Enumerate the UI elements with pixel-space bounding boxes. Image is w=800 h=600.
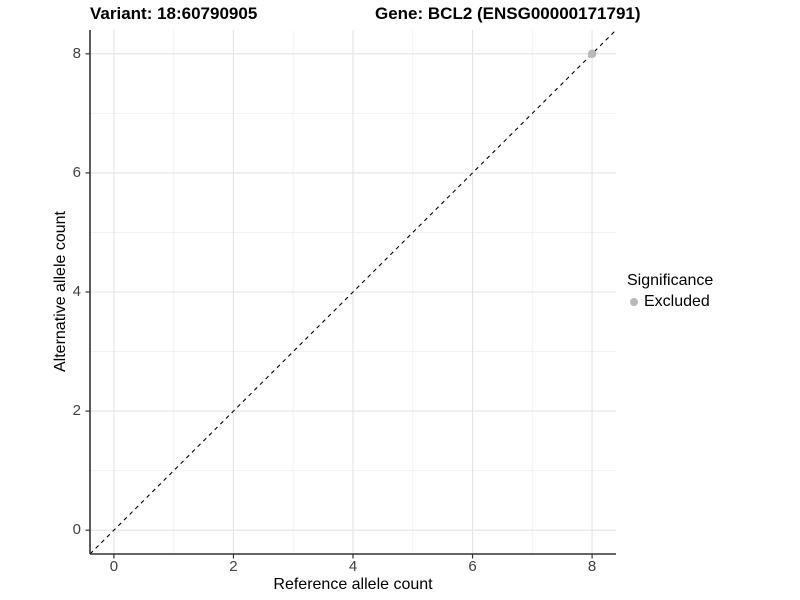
legend: Significance Excluded — [627, 271, 713, 311]
plot-title-gene: Gene: BCL2 (ENSG00000171791) — [375, 4, 641, 23]
x-tick-label: 2 — [229, 558, 238, 575]
legend-title: Significance — [627, 272, 714, 289]
y-tick-label: 2 — [72, 402, 81, 420]
identity-line — [89, 29, 617, 555]
legend-item-label: Excluded — [644, 293, 710, 310]
x-tick-label: 6 — [468, 558, 477, 575]
x-tick-label: 8 — [587, 558, 597, 575]
plot-canvas — [85, 29, 617, 559]
x-axis-title: Reference allele count — [273, 576, 433, 593]
x-tick-label: 4 — [348, 558, 358, 575]
x-tick-label: 0 — [109, 558, 119, 575]
y-tick-label: 0 — [72, 521, 81, 539]
y-tick-label: 6 — [72, 163, 81, 181]
plot-panel — [85, 29, 617, 559]
plot-title-variant: Variant: 18:60790905 — [90, 4, 258, 23]
legend-item-excluded: Excluded — [627, 292, 713, 311]
excluded-point-swatch — [630, 297, 638, 306]
y-tick-label: 4 — [72, 283, 81, 300]
data-point — [587, 49, 597, 59]
y-tick-label: 8 — [72, 44, 81, 62]
